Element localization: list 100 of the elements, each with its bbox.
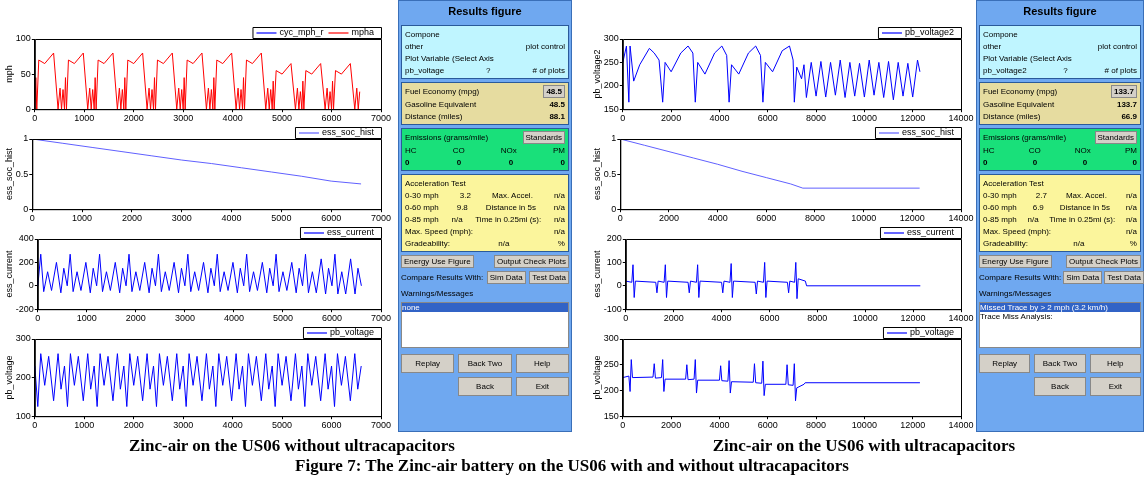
y-tick-label: 400	[18, 233, 34, 244]
y-axis-title: ess_current	[3, 250, 14, 298]
text: Max. Accel.	[491, 190, 533, 200]
y-tick-label: 1	[23, 133, 29, 144]
y-tick-label: 200	[603, 80, 619, 91]
x-tick-label: 1000	[72, 213, 93, 224]
text: 0	[983, 157, 988, 167]
y-axis-title: pb_voltage	[3, 355, 14, 400]
text: Back	[458, 377, 512, 396]
x-tick-label: 12000	[900, 313, 926, 324]
x-tick-label: 5000	[272, 113, 293, 124]
x-tick-label: 14000	[948, 313, 974, 324]
y-tick-label: 0.5	[603, 168, 617, 179]
y-tick-label: -200	[15, 303, 34, 314]
text: Energy Use Figure	[979, 255, 1052, 268]
text: n/a	[1073, 238, 1085, 248]
text: ?	[486, 65, 491, 75]
x-tick-label: 0	[35, 313, 41, 324]
text: Results figure	[447, 5, 523, 17]
text: Gasoline Equivalent	[983, 99, 1055, 109]
text: Test Data	[529, 271, 569, 284]
y-tick-label: 100	[606, 256, 622, 267]
x-tick-label: 1000	[74, 420, 95, 431]
text: Fuel Economy (mpg)	[983, 87, 1058, 96]
text: 0-60 mph	[983, 202, 1017, 212]
text: Sim Data	[1063, 271, 1103, 284]
legend-label: pb_voltage	[909, 327, 955, 338]
text: Sim Data	[486, 271, 526, 284]
text: Help	[515, 354, 569, 373]
x-tick-label: 6000	[321, 213, 342, 224]
text: Help	[1089, 354, 1141, 373]
text: Standards	[1094, 131, 1137, 144]
text: HC	[405, 145, 417, 155]
text: %	[1129, 238, 1137, 248]
text: Compone	[983, 29, 1018, 39]
legend-label: pb_voltage	[329, 327, 375, 338]
text: Emissions (grams/mile)	[983, 133, 1067, 142]
y-tick-label: 0.5	[15, 168, 29, 179]
text: Compare Results With:	[979, 273, 1062, 282]
y-tick-label: 100	[15, 410, 31, 421]
text: 0	[405, 157, 410, 167]
x-tick-label: 3000	[171, 213, 192, 224]
y-tick-label: 200	[603, 384, 619, 395]
x-tick-label: 2000	[123, 420, 144, 431]
y-tick-label: 0	[28, 280, 34, 291]
y-tick-label: 300	[603, 33, 619, 44]
text: NOx	[1074, 145, 1091, 155]
text: # of plots	[1104, 65, 1137, 75]
x-tick-label: 3000	[173, 113, 194, 124]
text: n/a	[1125, 202, 1137, 212]
text: n/a	[1027, 214, 1039, 224]
y-tick-label: 200	[15, 372, 31, 383]
text: none	[402, 303, 568, 312]
y-axis-title: ess_soc_hist	[3, 147, 14, 201]
text: n/a	[553, 214, 565, 224]
text: plot control	[1097, 41, 1137, 51]
x-tick-label: 10000	[852, 313, 878, 324]
x-tick-label: 8000	[806, 113, 827, 124]
text: 0	[508, 157, 514, 167]
text: pb_voltage	[405, 65, 445, 75]
x-tick-label: 8000	[807, 313, 828, 324]
text: Results figure	[1022, 5, 1098, 17]
y-tick-label: 100	[15, 33, 31, 44]
y-tick-label: 0	[25, 103, 31, 114]
text: n/a	[1125, 214, 1137, 224]
text: 0-30 mph	[983, 190, 1017, 200]
text: 0-85 mph	[983, 214, 1017, 224]
text: Distance (miles)	[983, 111, 1041, 121]
y-axis-title: ess_current	[591, 250, 602, 298]
x-tick-label: 10000	[851, 420, 877, 431]
text: Compone	[405, 29, 440, 39]
text: other	[983, 41, 1002, 51]
text: Zinc-air on the US06 with ultracapacitors	[712, 436, 1016, 456]
y-tick-label: 300	[603, 333, 619, 344]
text: Exit	[1089, 377, 1141, 396]
text: Exit	[515, 377, 569, 396]
text: # of plots	[532, 65, 565, 75]
y-tick-label: 250	[603, 56, 619, 67]
x-tick-label: 4000	[711, 313, 732, 324]
text: Warnings/Messages	[979, 288, 1052, 298]
text: Replay	[979, 354, 1031, 373]
text: Back Two	[1034, 354, 1086, 373]
y-tick-label: 1	[611, 133, 617, 144]
text: 0-60 mph	[405, 202, 439, 212]
text: Fuel Economy (mpg)	[405, 87, 480, 96]
x-tick-label: 3000	[174, 313, 195, 324]
y-tick-label: 250	[603, 359, 619, 370]
text: Test Data	[1104, 271, 1144, 284]
text: Acceleration Test	[983, 178, 1044, 188]
x-tick-label: 2000	[661, 113, 682, 124]
x-tick-label: 2000	[658, 213, 679, 224]
legend-label: ess_soc_hist	[321, 127, 375, 138]
text: plot control	[525, 41, 565, 51]
text: 88.1	[549, 111, 565, 121]
text: Missed Trace by > 2 mph (3.2 km/h)	[980, 303, 1140, 312]
text: 48.5	[549, 99, 565, 109]
y-tick-label: 300	[15, 333, 31, 344]
text: pb_voltage2	[983, 65, 1027, 75]
x-tick-label: 10000	[851, 213, 877, 224]
text: %	[557, 238, 565, 248]
